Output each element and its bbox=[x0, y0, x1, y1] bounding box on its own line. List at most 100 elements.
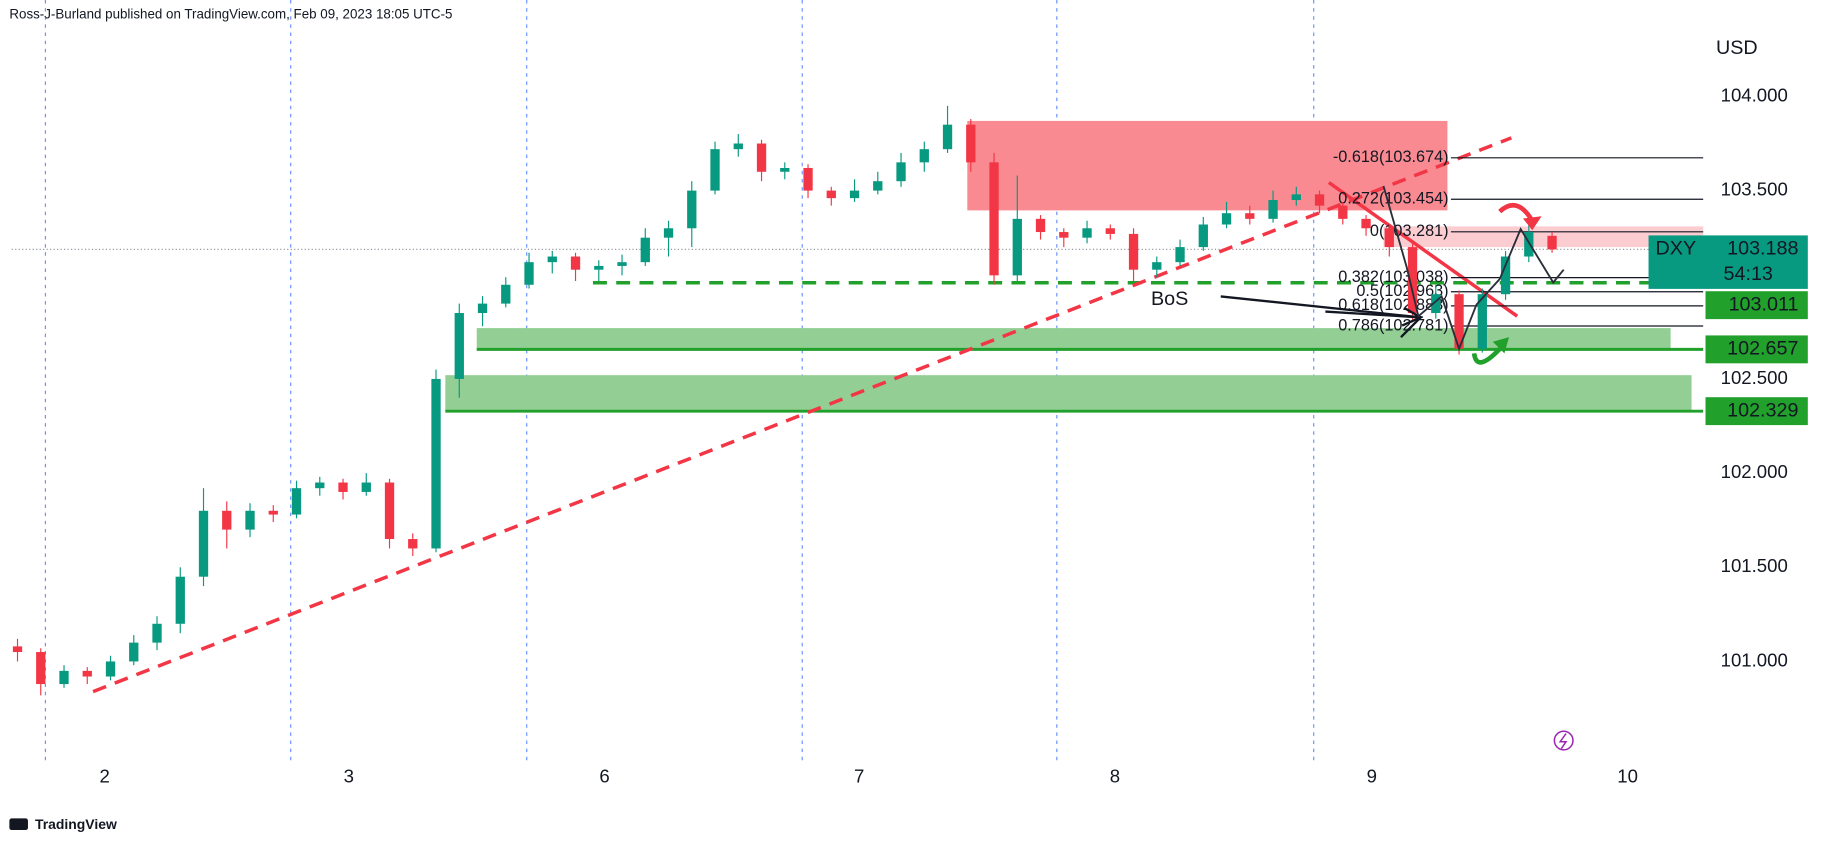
candle-body bbox=[1477, 294, 1487, 349]
candle-body bbox=[477, 303, 488, 314]
candle-body bbox=[245, 510, 255, 530]
candle-body bbox=[1500, 256, 1511, 295]
candle-body bbox=[315, 482, 325, 489]
x-tick-label: 7 bbox=[854, 766, 864, 787]
annotation: BoS bbox=[1151, 288, 1188, 310]
level-price-label: 102.329 bbox=[1727, 399, 1798, 421]
y-tick-label: 102.500 bbox=[1721, 367, 1788, 388]
level-price-box bbox=[1705, 291, 1808, 320]
candle-body bbox=[919, 149, 929, 163]
candle-body bbox=[1152, 262, 1162, 270]
candle-body bbox=[594, 265, 604, 270]
candle-body bbox=[408, 539, 418, 549]
fib-label: 0.382(103.038) bbox=[1338, 268, 1448, 286]
candle-body bbox=[1431, 294, 1441, 314]
bos-arrow bbox=[1220, 295, 1421, 319]
candle-body bbox=[547, 256, 557, 263]
candle-body bbox=[942, 124, 953, 150]
trend-line bbox=[92, 136, 1513, 694]
candle-body bbox=[1454, 294, 1464, 349]
candle-body bbox=[1245, 213, 1255, 219]
candle-body bbox=[1082, 228, 1092, 238]
countdown: 54:13 bbox=[1724, 263, 1773, 285]
arrow-head bbox=[1522, 216, 1542, 231]
fib-label: -0.618(103.674) bbox=[1333, 148, 1449, 166]
y-tick-label: 101.500 bbox=[1721, 555, 1788, 576]
level-price-box bbox=[1705, 397, 1808, 426]
candle-body bbox=[1407, 247, 1418, 314]
candle-body bbox=[59, 670, 69, 685]
y-tick-label: 101.000 bbox=[1721, 649, 1788, 670]
candle-body bbox=[36, 652, 46, 685]
fib-label: 0.786(102.781) bbox=[1338, 316, 1448, 334]
level-price-label: 103.011 bbox=[1729, 293, 1799, 315]
candle-body bbox=[896, 162, 906, 182]
candle-body bbox=[175, 576, 185, 624]
candle-body bbox=[291, 488, 302, 515]
header: Ross-J-Burland published on TradingView.… bbox=[9, 7, 452, 22]
candle-body bbox=[361, 482, 371, 492]
candle-body bbox=[454, 313, 464, 379]
candle-body bbox=[1291, 194, 1301, 201]
candle-body bbox=[524, 262, 534, 285]
candle-body bbox=[1524, 232, 1534, 257]
symbol-label: DXY bbox=[1656, 238, 1697, 260]
candle-body bbox=[710, 149, 720, 191]
red-curved-arrow bbox=[1498, 202, 1535, 223]
candle-body bbox=[384, 482, 395, 540]
candle-body bbox=[780, 167, 790, 172]
y-tick-label: 102.000 bbox=[1721, 461, 1788, 482]
plot: 104.000 103.500 102.500 102.000 101.500 101.0… bbox=[11, 0, 1808, 787]
candle-body bbox=[1175, 247, 1185, 263]
y-tick-label: 104.000 bbox=[1721, 84, 1788, 105]
level-price-box bbox=[1705, 335, 1808, 364]
projection-path bbox=[1382, 185, 1565, 352]
candle-body bbox=[1314, 194, 1325, 206]
candle-body bbox=[1198, 224, 1208, 248]
footer: TradingView bbox=[35, 816, 117, 832]
candle-body bbox=[733, 143, 743, 150]
candle-body bbox=[570, 256, 581, 270]
candle-body bbox=[1338, 205, 1348, 219]
green-curved-arrow bbox=[1471, 344, 1504, 365]
candle-body bbox=[756, 143, 767, 172]
candle-body bbox=[501, 284, 511, 304]
candle-body bbox=[129, 642, 139, 662]
candle-body bbox=[1221, 213, 1232, 225]
last-price-box bbox=[1648, 235, 1808, 289]
y-tick-label: 103.500 bbox=[1721, 179, 1788, 200]
level-price-label: 102.657 bbox=[1727, 338, 1798, 360]
candle-body bbox=[1012, 218, 1022, 276]
candle-body bbox=[1059, 232, 1069, 238]
zone bbox=[476, 328, 1671, 349]
candle-body bbox=[1361, 218, 1371, 229]
candle-body bbox=[826, 190, 836, 199]
candle-body bbox=[222, 510, 232, 530]
candle-body bbox=[966, 124, 976, 163]
alert-icon bbox=[1553, 730, 1574, 751]
candle-body bbox=[268, 510, 278, 515]
arrow-head bbox=[1400, 315, 1424, 338]
candle-body bbox=[849, 190, 860, 199]
candle-body bbox=[12, 646, 23, 653]
candle-body bbox=[338, 482, 348, 492]
x-tick-label: 10 bbox=[1617, 766, 1638, 787]
fib-label: 0.272(103.454) bbox=[1338, 190, 1448, 208]
x-tick-label: 9 bbox=[1367, 766, 1377, 787]
candle-body bbox=[989, 162, 999, 276]
candle-body bbox=[198, 510, 209, 577]
annotations bbox=[1220, 185, 1574, 751]
candle-body bbox=[1268, 200, 1278, 219]
zone bbox=[967, 120, 1448, 211]
candle-body bbox=[687, 190, 697, 229]
x-tick-label: 2 bbox=[100, 766, 110, 787]
x-tick-label: 8 bbox=[1110, 766, 1120, 787]
candle-body bbox=[82, 670, 92, 677]
candle-body bbox=[617, 262, 627, 266]
footer-logo bbox=[9, 818, 28, 831]
candle-body bbox=[152, 623, 162, 643]
candle-body bbox=[1384, 228, 1394, 248]
x-tick-label: 6 bbox=[599, 766, 609, 787]
arrow-head bbox=[1492, 337, 1510, 354]
